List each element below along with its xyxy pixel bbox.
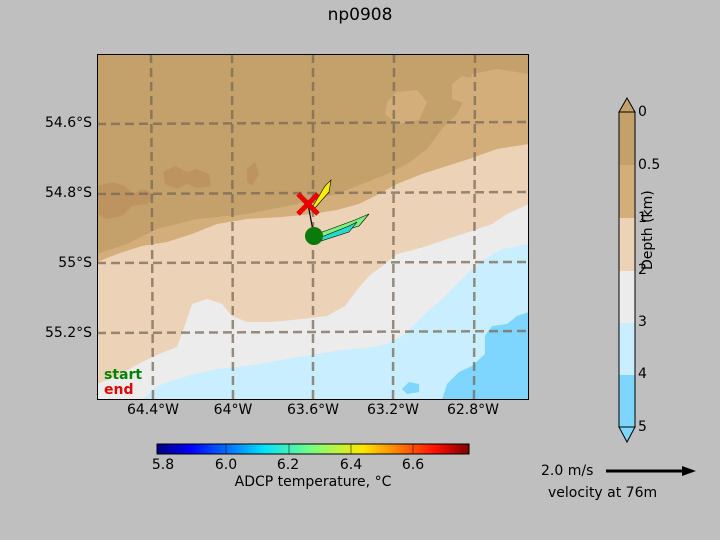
temperature-tick: 6.0 [214,457,238,473]
depth-tick: 3 [638,314,647,330]
depth-colorbar-title: Depth (km) [640,190,656,270]
depth-colorbar [618,96,636,444]
temperature-tick: 6.6 [401,457,425,473]
start-label: start [104,367,143,383]
lon-label: 63.6°W [286,402,339,418]
end-marker [296,192,320,216]
start-marker [305,227,323,245]
depth-tick: 0 [638,104,647,120]
temperature-colorbar [156,443,470,455]
depth-band-4 [142,244,529,400]
lat-label: 54.6°S [44,115,92,131]
lon-label: 63.2°W [366,402,419,418]
depth-band-5 [442,312,529,400]
temperature-tick: 6.4 [339,457,363,473]
map-frame [97,54,529,400]
graticule [97,54,529,400]
lat-label: 54.8°S [44,185,92,201]
lon-label: 62.8°W [446,402,499,418]
depth-tick: 5 [638,419,647,435]
depth-tick: 4 [638,366,647,382]
quiver-key-arrow [606,466,696,476]
end-label: end [104,382,134,398]
figure-title: np0908 [327,5,393,25]
depth-tick: 0.5 [638,157,661,173]
quiver-key-label: 2.0 m/s [541,463,594,479]
temperature-colorbar-label: ADCP temperature, °C [234,474,392,490]
depth-tick: 2 [638,262,647,278]
lat-label: 55.2°S [44,325,92,341]
temperature-tick: 6.2 [276,457,300,473]
lon-label: 64°W [213,402,253,418]
temperature-tick: 5.8 [151,457,175,473]
map-panel [97,54,529,400]
quiver-key-caption: velocity at 76m [548,485,658,501]
lon-label: 64.4°W [126,402,179,418]
depth-tick: 1 [638,210,647,226]
lat-label: 55°S [58,255,92,271]
